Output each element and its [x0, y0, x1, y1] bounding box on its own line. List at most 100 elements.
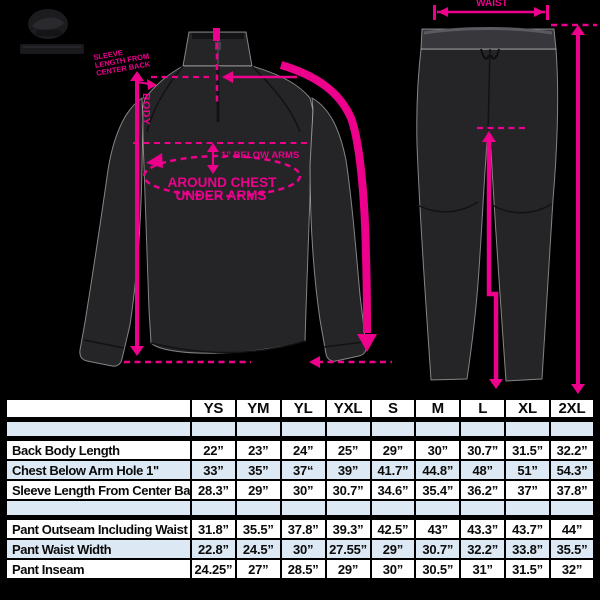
row-label: Back Body Length	[4, 437, 192, 461]
body-label: BODY	[140, 93, 152, 125]
separator-cell	[279, 418, 327, 441]
separator-cell	[190, 418, 237, 441]
size-value: 36.2”	[459, 479, 507, 501]
separator-cell	[459, 418, 507, 441]
separator-cell	[234, 418, 282, 441]
separator-cell	[324, 499, 372, 520]
below-arms-label: 1” BELOW ARMS	[221, 150, 299, 161]
size-value: 24.5”	[234, 538, 282, 560]
size-value: 30”	[279, 538, 327, 560]
separator-cell	[369, 418, 417, 441]
separator-cell	[4, 418, 192, 441]
size-value: 33.8”	[504, 538, 551, 560]
separator-cell	[4, 499, 192, 520]
pants-drawstring	[480, 48, 500, 60]
table-row: Pant Inseam 24.25” 27” 28.5” 29” 30” 30.5” 31” 3…	[4, 558, 596, 581]
size-value: 44.8”	[414, 459, 462, 481]
size-value: 29”	[369, 437, 417, 461]
size-value: 35.5”	[549, 538, 596, 560]
table-row: Chest Below Arm Hole 1" 33” 35” 37“ 39” 41.7”…	[4, 459, 596, 481]
size-value: 33”	[190, 459, 237, 481]
jacket-left-sleeve	[79, 97, 144, 367]
size-value: 31.8”	[190, 516, 237, 540]
pants-waistband-highlight	[423, 27, 553, 35]
measurement-annotations: SLEEVE LENGTH FROM CENTER BACK BODY 1” B…	[93, 0, 597, 394]
size-value: 37“	[279, 459, 327, 481]
size-value: 30”	[279, 479, 327, 501]
size-value: 28.3”	[190, 479, 237, 501]
left-arrowhead-icon	[309, 356, 320, 368]
jacket-raglan-seam-left	[146, 65, 184, 133]
size-value: 30.7”	[459, 437, 507, 461]
row-label: Pant Waist Width	[4, 538, 192, 560]
size-value: 35.5”	[234, 516, 282, 540]
jacket-illustration	[79, 31, 367, 367]
brand-logo	[20, 9, 84, 54]
table-header-row: YS YM YL YXL S M L XL 2XL	[4, 397, 596, 422]
up-arrowhead-icon	[207, 143, 219, 152]
size-value: 22”	[190, 437, 237, 461]
size-value: 31.5”	[504, 437, 551, 461]
sleeve-note: SLEEVE LENGTH FROM CENTER BACK	[93, 48, 152, 78]
chest-ellipse	[142, 154, 302, 198]
size-value: 39.3”	[324, 516, 372, 540]
size-value: 27.55”	[324, 538, 372, 560]
row-label: Chest Below Arm Hole 1"	[4, 459, 192, 481]
brand-logo-icon	[32, 17, 64, 30]
left-arrowhead-icon	[146, 153, 163, 168]
size-value: 34.6”	[369, 479, 417, 501]
size-value: 43.3”	[459, 516, 507, 540]
up-arrowhead-icon	[571, 25, 585, 35]
size-value: 30”	[414, 437, 462, 461]
size-value: 35”	[234, 459, 282, 481]
size-value: 48”	[459, 459, 507, 481]
down-arrowhead-icon	[571, 384, 585, 394]
size-column-header: 2XL	[549, 397, 596, 422]
separator-cell	[504, 499, 551, 520]
size-value: 30.7”	[324, 479, 372, 501]
down-arrowhead-icon	[489, 379, 503, 389]
size-value: 30.5”	[414, 558, 462, 581]
down-arrowhead-icon	[357, 334, 377, 352]
down-arrowhead-icon	[130, 346, 144, 356]
table-row: Sleeve Length From Center Back 28.3” 29” 30…	[4, 479, 596, 501]
size-value: 37.8”	[549, 479, 596, 501]
pants-illustration	[416, 27, 559, 382]
jacket-body	[141, 65, 314, 354]
size-value: 24”	[279, 437, 327, 461]
left-arrowhead-icon	[222, 71, 233, 83]
size-column-header: XL	[504, 397, 551, 422]
size-value: 42.5”	[369, 516, 417, 540]
size-value: 29”	[369, 538, 417, 560]
size-column-header: YL	[279, 397, 327, 422]
size-value: 32.2”	[549, 437, 596, 461]
size-table: YS YM YL YXL S M L XL 2XL Back Body Length 22” 23” 2…	[3, 396, 597, 582]
table-row: Pant Waist Width 22.8” 24.5” 30” 27.55” 29” 30…	[4, 538, 596, 560]
size-value: 24.25”	[190, 558, 237, 581]
separator-row	[4, 499, 596, 520]
size-value: 32”	[549, 558, 596, 581]
size-column-header: S	[369, 397, 417, 422]
separator-cell	[279, 499, 327, 520]
size-column-header: YS	[190, 397, 237, 422]
inseam-line	[486, 141, 499, 380]
up-arrowhead-icon	[482, 131, 496, 142]
size-value: 43”	[414, 516, 462, 540]
separator-cell	[459, 499, 507, 520]
size-value: 39”	[324, 459, 372, 481]
waist-tick-right	[546, 5, 549, 20]
size-column-header: L	[459, 397, 507, 422]
row-label: Sleeve Length From Center Back	[4, 479, 192, 501]
separator-cell	[369, 499, 417, 520]
brand-logo-text	[20, 44, 84, 54]
size-value: 41.7”	[369, 459, 417, 481]
waist-label: WAIST	[476, 0, 508, 9]
row-label: Pant Outseam Including Waist	[4, 516, 192, 540]
separator-cell	[549, 418, 596, 441]
jacket-raglan-seam-right	[251, 65, 301, 133]
sleeve-length-band	[279, 61, 371, 334]
size-value: 54.3”	[549, 459, 596, 481]
size-value: 28.5”	[279, 558, 327, 581]
